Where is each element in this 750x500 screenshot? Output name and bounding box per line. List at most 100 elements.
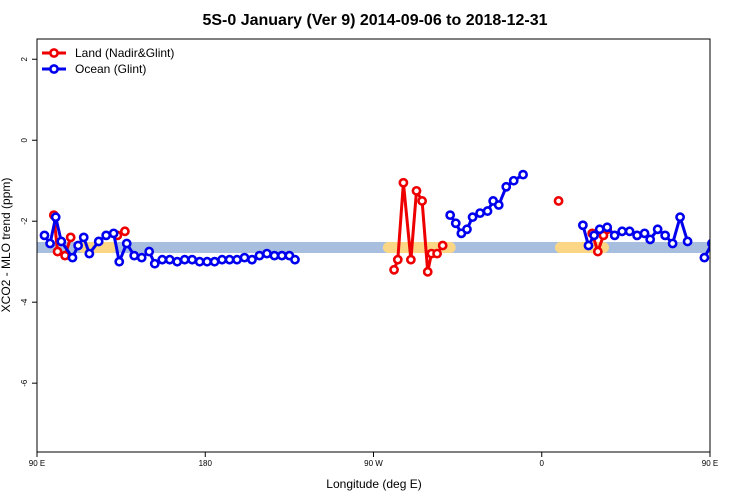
series-1-point-3-2 [714,232,721,239]
series-1-point-0-19 [172,256,183,267]
x-tick-label-3: 0 [540,459,545,468]
series-0-point-3-0 [553,196,564,206]
legend-label-1: Ocean (Glint) [75,62,146,76]
x-axis-ticks: 90 E 180 90 W 0 90 E [29,452,718,468]
series-1-point-0-21 [187,254,198,265]
series-1-point-0-6 [78,232,89,243]
series-1-point-0-0 [39,230,50,241]
series-0-point-2-8 [432,248,442,259]
series-0-point-5-1 [719,248,726,255]
series-0-point-2-1 [392,254,403,265]
series-1-point-0-32 [269,250,280,261]
series-0-point-2-3 [405,254,416,265]
series-1-point-3-1 [706,238,710,249]
legend-label-0: Land (Nadir&Glint) [75,46,174,60]
series-1-point-0-1 [45,238,55,249]
series-1-point-0-10 [108,228,119,239]
series-1-point-2-0 [577,220,588,231]
series-1-point-0-22 [194,256,205,267]
y-axis-ticks: 2 0 -2 -4 -6 [20,56,37,387]
legend-marker-1 [49,64,59,74]
series-1-point-2-14 [675,212,685,223]
y-tick-label-1: 0 [20,137,29,142]
series-0-point-2-6 [422,266,433,277]
series-0-line-5 [719,215,738,255]
series-1-point-0-8 [93,236,104,247]
series-1-point-0-20 [179,254,190,265]
series-1-point-1-9 [501,181,512,192]
series-1-point-0-27 [232,254,242,265]
series-1-point-1-11 [518,169,528,180]
chart-title: 5S-0 January (Ver 9) 2014-09-06 to 2018-… [202,12,547,29]
series-1-point-0-23 [202,256,213,267]
series-0-point-0-3 [65,232,76,243]
series-1-point-3-5 [734,232,741,239]
series-0-point-2-5 [417,196,428,206]
y-tick-label-3: -4 [20,298,29,306]
series-1-point-0-25 [217,254,227,265]
series-1-point-2-5 [609,230,620,241]
series-1-point-3-4 [727,238,734,245]
series-1-point-0-4 [67,252,78,263]
series-1-point-2-1 [583,240,594,251]
series-1-point-2-9 [639,228,650,239]
series-0-point-1-1 [119,226,130,237]
x-tick-label-1: 180 [199,459,213,468]
series-1-point-2-3 [594,224,605,235]
series-1-point-1-3 [462,224,472,235]
series-1-point-3-3 [719,250,726,257]
series-1-point-2-4 [602,222,613,233]
series-1-point-1-10 [508,175,519,186]
series-1-point-2-15 [682,236,693,247]
series-1-point-0-16 [149,258,160,269]
series-1-point-1-1 [450,218,461,229]
series-1-point-0-13 [129,250,140,261]
series-1-point-0-9 [101,230,112,241]
series-1-point-0-26 [224,254,235,265]
legend-marker-0 [49,48,59,58]
series-1-point-1-4 [467,212,478,223]
x-tick-label-4: 90 E [702,459,718,468]
series-1-point-0-33 [276,250,287,261]
series-1-point-2-11 [652,224,663,235]
series-1-point-0-11 [114,256,125,267]
series-1-point-0-18 [164,254,175,265]
series-1-point-0-15 [144,246,155,257]
y-tick-label-2: -2 [20,217,29,225]
series-1-point-2-13 [667,238,678,249]
series-1-point-0-5 [73,240,84,251]
series-1-point-2-8 [632,230,642,241]
series-0-point-5-3 [734,234,741,241]
series-1-point-2-10 [645,234,656,245]
series-1-point-3-6 [742,230,749,237]
series-1-point-0-30 [254,250,265,261]
series-0-point-5-2 [729,252,736,259]
series-layer [39,169,749,277]
y-tick-label-4: -6 [20,379,29,387]
series-1-point-0-35 [290,254,300,265]
series-1-point-0-2 [50,212,61,223]
series-1-point-1-0 [445,210,456,221]
series-1-point-0-12 [121,238,132,249]
x-tick-label-2: 90 W [364,459,383,468]
series-1-point-2-12 [660,230,671,241]
x-axis-label: Longitude (deg E) [326,477,421,491]
series-1 [39,169,749,269]
series-1-point-1-5 [475,208,485,219]
x-tick-label-0: 90 E [29,459,45,468]
y-tick-label-0: 2 [20,56,29,61]
series-1-point-2-2 [589,230,599,241]
series-0-point-2-0 [389,264,399,275]
legend: Land (Nadir&Glint) Ocean (Glint) [42,46,174,76]
series-1-point-0-24 [209,256,220,267]
series-1-point-2-7 [624,226,635,237]
series-0-point-0-1 [52,246,63,257]
series-1-point-0-29 [247,254,257,265]
y-axis-label: XCO2 - MLO trend (ppm) [0,178,13,313]
series-1-point-0-31 [262,248,272,259]
series-1-line-3 [703,243,710,259]
series-1-point-0-3 [56,236,67,247]
series-1-point-0-14 [136,252,147,263]
series-0-point-4-1 [592,246,603,257]
